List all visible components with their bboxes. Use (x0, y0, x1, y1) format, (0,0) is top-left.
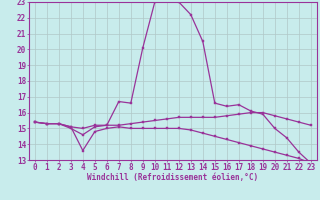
X-axis label: Windchill (Refroidissement éolien,°C): Windchill (Refroidissement éolien,°C) (87, 173, 258, 182)
